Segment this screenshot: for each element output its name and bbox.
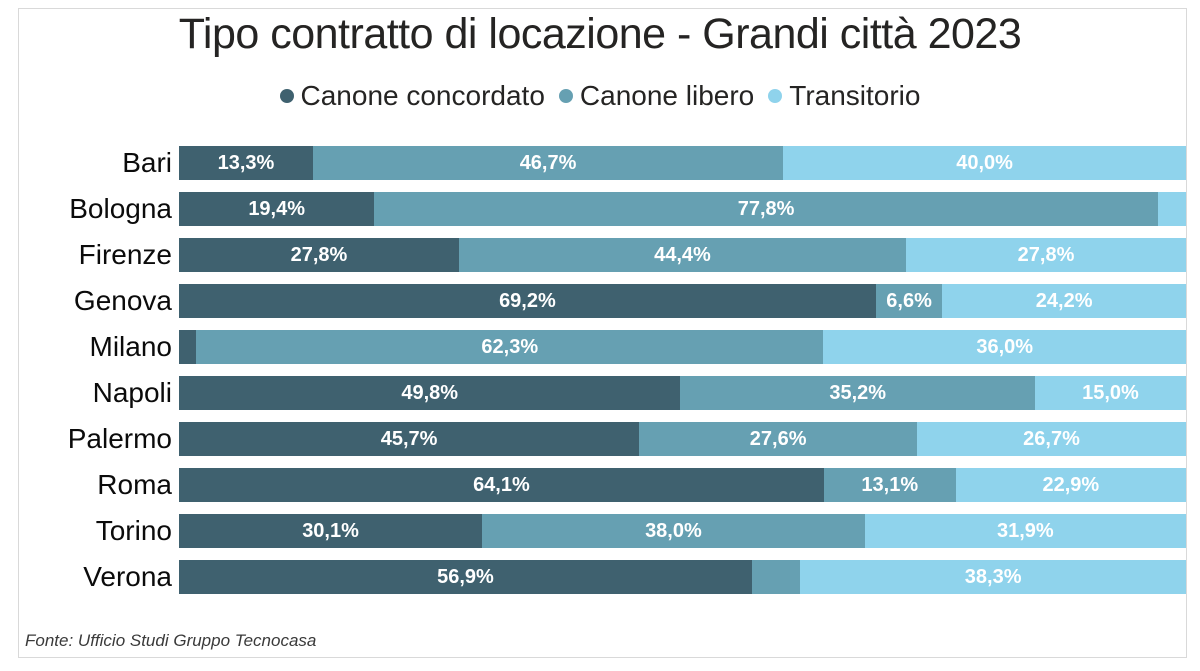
bar-segment: 27,6%	[639, 422, 918, 456]
stacked-bar: 19,4% 77,8%	[179, 192, 1186, 226]
bar-segment	[179, 330, 197, 364]
bar-segment: 69,2%	[179, 284, 876, 318]
category-label: Milano	[89, 331, 172, 362]
bar-segment: 27,8%	[906, 238, 1186, 272]
source-note: Fonte: Ufficio Studi Gruppo Tecnocasa	[25, 631, 317, 650]
bar-segment: 19,4%	[179, 192, 375, 226]
category-label: Napoli	[92, 377, 172, 408]
chart-row: Roma 64,1% 13,1% 22,9%	[24, 468, 1187, 502]
stacked-bar: 45,7% 27,6% 26,7%	[179, 422, 1186, 456]
stacked-bar: 49,8% 35,2% 15,0%	[179, 376, 1186, 410]
chart-row: Torino 30,1% 38,0% 31,9%	[24, 514, 1186, 548]
bar-segment	[751, 560, 801, 594]
bar-segment: 30,1%	[179, 514, 483, 548]
stacked-bar: 27,8% 44,4% 27,8%	[179, 238, 1186, 272]
chart-row: Bari 13,3% 46,7% 40,0%	[24, 146, 1186, 180]
bar-segment: 46,7%	[312, 146, 784, 180]
bar-segment: 24,2%	[942, 284, 1186, 318]
bar-segment: 36,0%	[823, 330, 1186, 364]
bar-segment: 44,4%	[458, 238, 907, 272]
legend-item-canone-libero: Canone libero	[558, 80, 755, 112]
chart-row: Napoli 49,8% 35,2% 15,0%	[24, 376, 1186, 410]
bar-segment: 13,3%	[179, 146, 313, 180]
category-label: Verona	[83, 561, 172, 592]
bar-segment: 49,8%	[179, 376, 681, 410]
bar-segment: 77,8%	[374, 192, 1158, 226]
stacked-bar: 69,2% 6,6% 24,2%	[179, 284, 1186, 318]
bar-segment: 26,7%	[917, 422, 1186, 456]
chart-row: Verona 56,9% 38,3%	[24, 560, 1186, 594]
bar-segment: 13,1%	[823, 468, 956, 502]
legend-label: Canone libero	[579, 80, 755, 111]
chart-row: Palermo 45,7% 27,6% 26,7%	[24, 422, 1186, 456]
legend-item-transitorio: Transitorio	[768, 80, 920, 112]
stacked-bar: 30,1% 38,0% 31,9%	[179, 514, 1186, 548]
stacked-bar: 56,9% 38,3%	[179, 560, 1186, 594]
chart-row: Firenze 27,8% 44,4% 27,8%	[24, 238, 1186, 272]
stacked-bar: 64,1% 13,1% 22,9%	[179, 468, 1187, 502]
bar-segment: 35,2%	[680, 376, 1035, 410]
category-label: Bologna	[69, 193, 172, 224]
bar-segment: 38,3%	[800, 560, 1186, 594]
category-label: Bari	[122, 147, 172, 178]
legend: Canone concordato Canone libero Transito…	[0, 80, 1200, 112]
chart-row: Genova 69,2% 6,6% 24,2%	[24, 284, 1186, 318]
legend-label: Transitorio	[789, 80, 921, 111]
chart-row: Bologna 19,4% 77,8%	[24, 192, 1186, 226]
legend-item-canone-concordato: Canone concordato	[279, 80, 545, 112]
category-label: Palermo	[67, 423, 172, 454]
chart-title: Tipo contratto di locazione - Grandi cit…	[178, 10, 1022, 58]
bar-segment: 15,0%	[1034, 376, 1186, 410]
bar-segment: 27,8%	[179, 238, 459, 272]
bar-segment: 45,7%	[179, 422, 640, 456]
stacked-bar: 62,3% 36,0%	[179, 330, 1186, 364]
bar-segment: 38,0%	[482, 514, 865, 548]
bar-segment: 40,0%	[783, 146, 1186, 180]
chart-rows: Bari 13,3% 46,7% 40,0% Bologna 19,4% 77,8% Fire…	[24, 146, 1187, 606]
legend-dot-icon	[279, 89, 294, 103]
category-label: Firenze	[78, 239, 172, 270]
category-label: Roma	[97, 469, 172, 500]
bar-segment: 22,9%	[955, 468, 1187, 502]
stacked-bar: 13,3% 46,7% 40,0%	[179, 146, 1186, 180]
bar-segment: 62,3%	[196, 330, 824, 364]
category-label: Genova	[73, 285, 172, 316]
legend-dot-icon	[768, 89, 783, 103]
bar-segment: 6,6%	[875, 284, 943, 318]
bar-segment: 31,9%	[864, 514, 1186, 548]
bar-segment: 56,9%	[179, 560, 752, 594]
bar-segment	[1157, 192, 1186, 226]
chart-row: Milano 62,3% 36,0%	[24, 330, 1186, 364]
legend-dot-icon	[558, 89, 573, 103]
legend-label: Canone concordato	[300, 80, 545, 111]
category-label: Torino	[95, 515, 172, 546]
bar-segment: 64,1%	[179, 468, 824, 502]
